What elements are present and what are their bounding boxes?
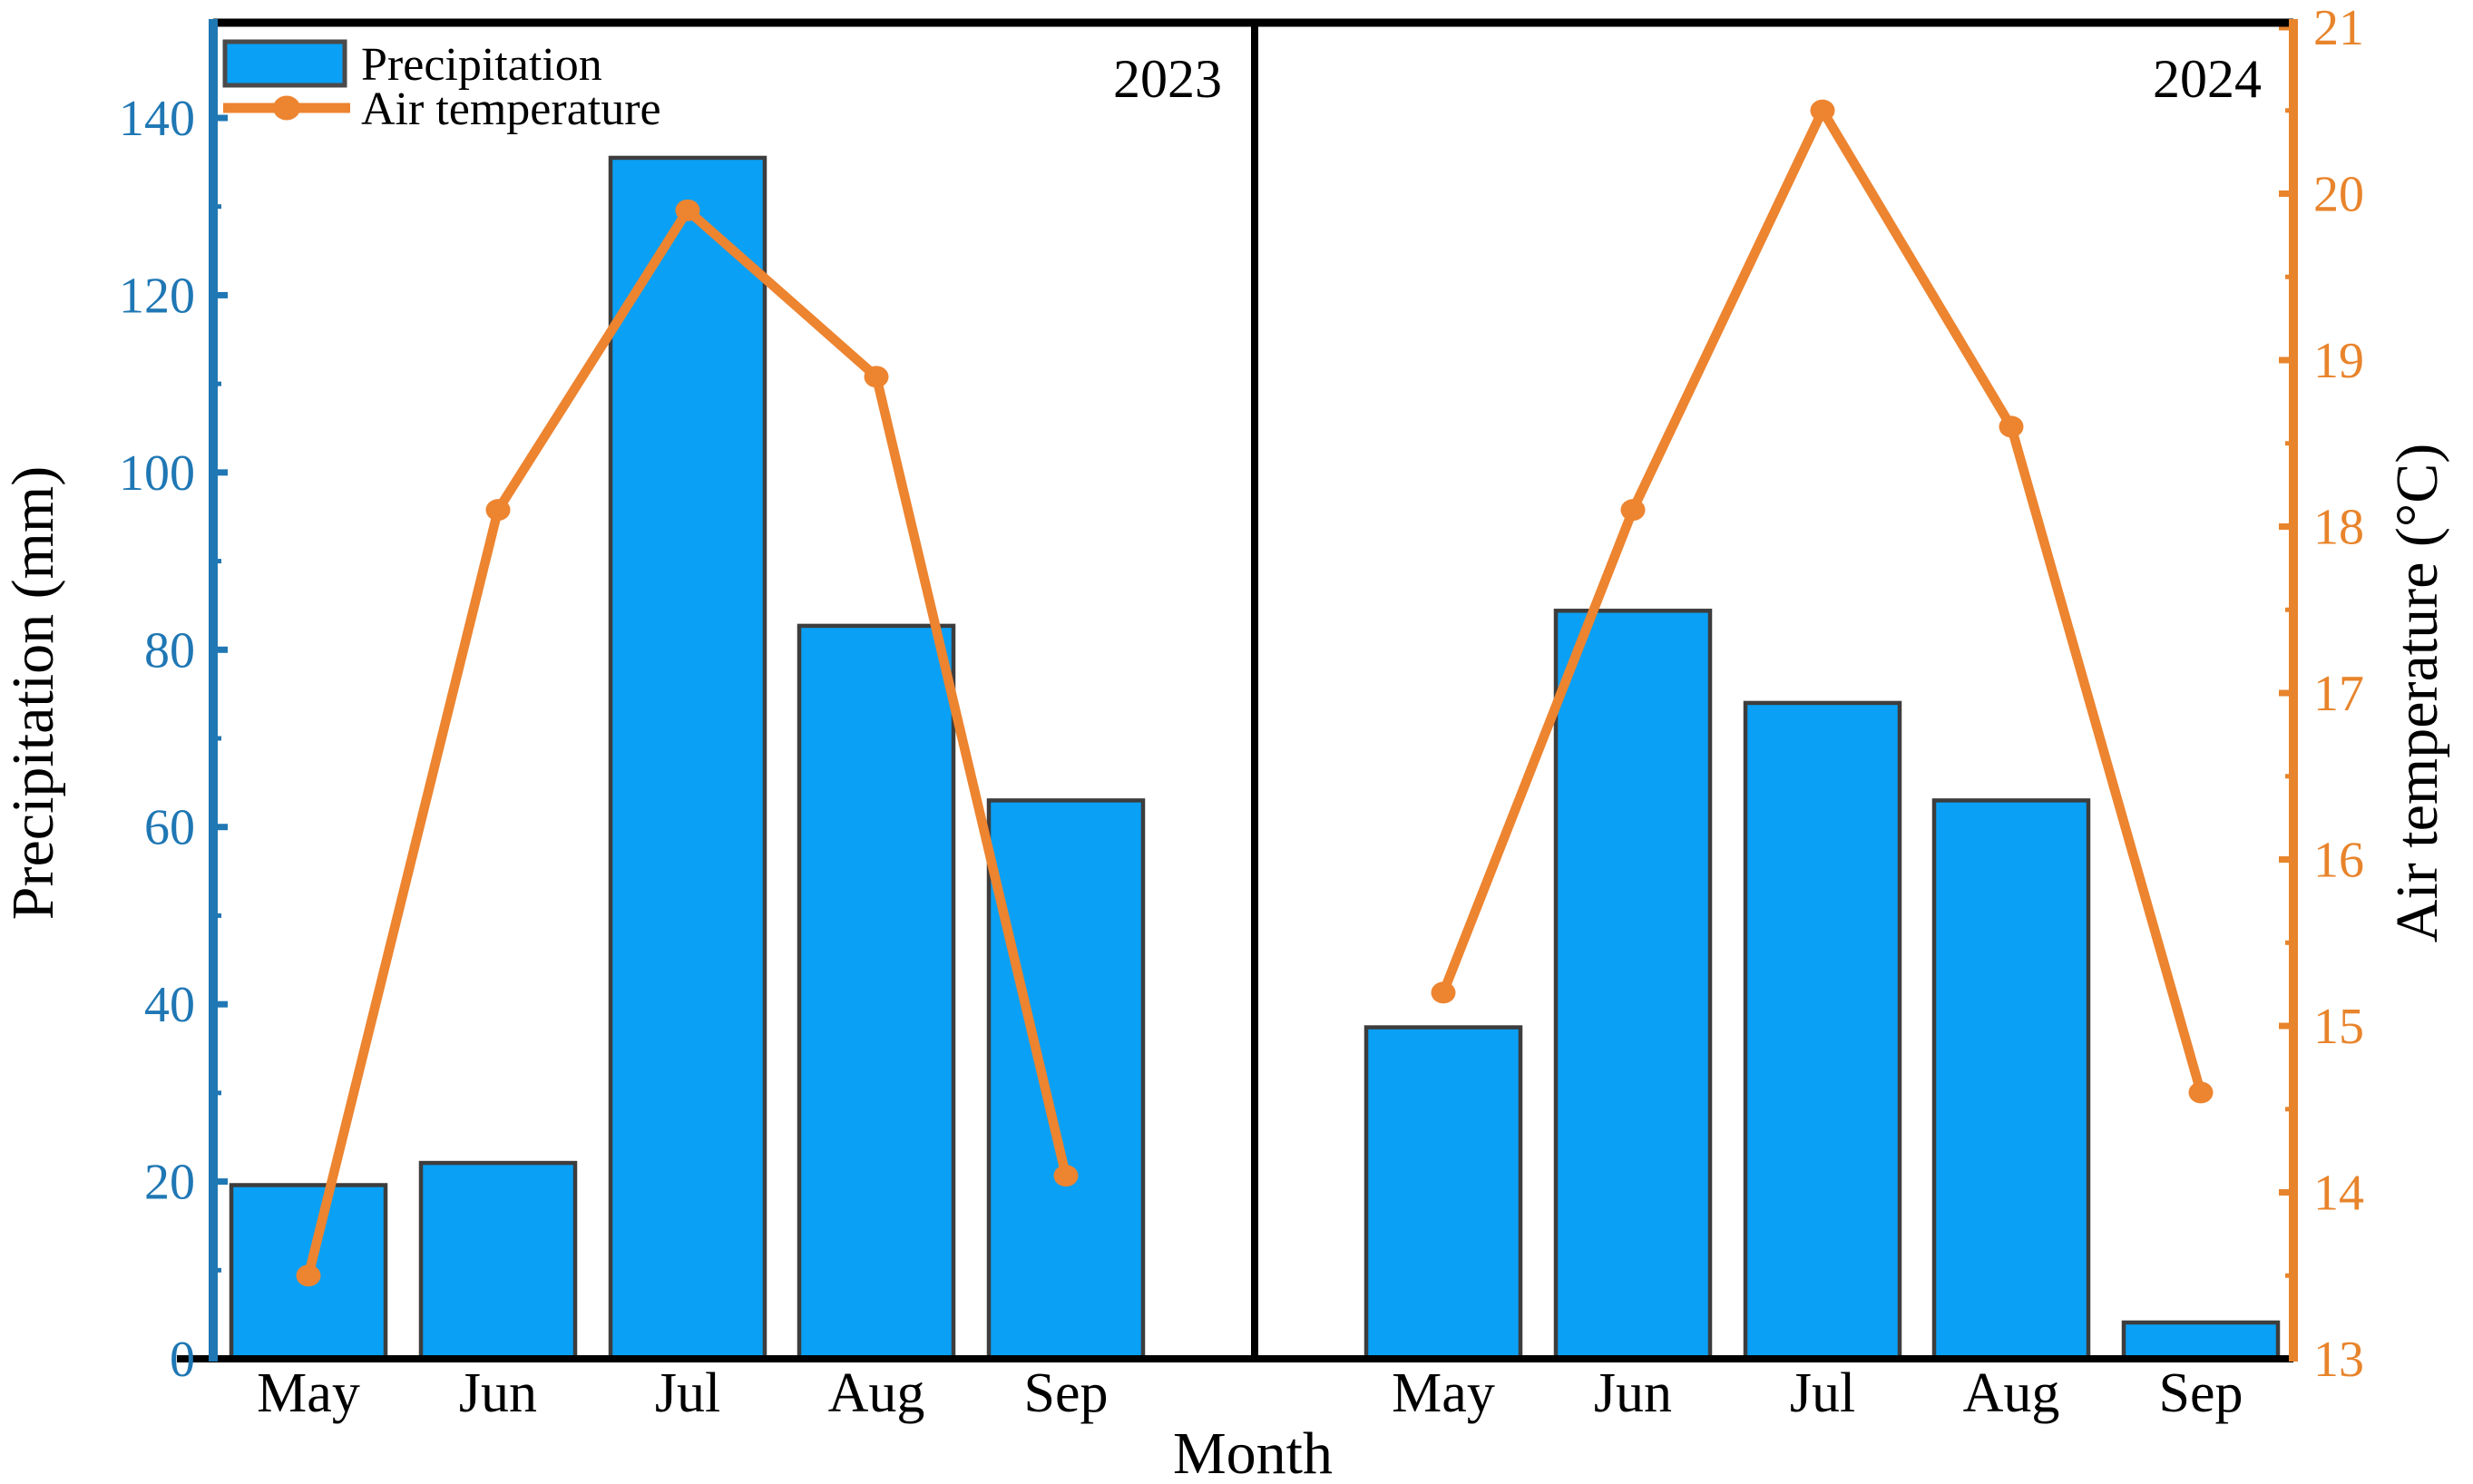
axes-spines-layer — [177, 18, 2298, 1362]
legend-precipitation-label: Precipitation — [361, 39, 602, 91]
y-right-tick-label: 18 — [2313, 500, 2364, 556]
bars-layer — [229, 155, 2281, 1362]
temperature-marker-2023-Jul — [675, 199, 700, 221]
y-left-tick-label: 60 — [144, 800, 195, 856]
y-left-tick-label: 0 — [170, 1332, 195, 1388]
x-tick-label-2023-Jun: Jun — [459, 1362, 537, 1424]
temperature-marker-2024-Aug — [1999, 415, 2024, 438]
x-tick-label-2023-Jul: Jul — [655, 1362, 720, 1424]
bar-2023-Jun — [418, 1160, 578, 1362]
legend-line-marker-icon — [273, 95, 300, 121]
y-right-tick-label: 17 — [2313, 666, 2364, 722]
bar-2024-May — [1364, 1025, 1523, 1362]
bar-2023-Sep — [986, 798, 1146, 1362]
temperature-marker-2023-Jun — [485, 499, 511, 522]
y-right-axis-title: Air temperature (°C) — [2384, 444, 2450, 943]
y-left-tick-label: 100 — [119, 445, 195, 502]
legend-bar-swatch — [222, 39, 347, 88]
y-left-tick-label: 20 — [144, 1155, 195, 1211]
x-tick-label-2023-Aug: Aug — [828, 1362, 925, 1424]
legend-air-temperature-label: Air temperature — [361, 83, 661, 135]
bar-2024-Sep — [2121, 1320, 2281, 1362]
y-right-tick-label: 14 — [2313, 1166, 2364, 1222]
y-left-tick-label: 140 — [119, 91, 195, 147]
y-right-tick-label: 13 — [2313, 1332, 2364, 1388]
temperature-marker-2024-Sep — [2188, 1081, 2214, 1104]
year-label-2023: 2023 — [1113, 49, 1222, 109]
bar-2023-Aug — [797, 623, 956, 1362]
y-right-tick-label: 16 — [2313, 833, 2364, 889]
x-tick-label-2024-Aug: Aug — [1963, 1362, 2060, 1424]
x-tick-label-2023-Sep: Sep — [1024, 1362, 1109, 1424]
bar-2024-Aug — [1931, 798, 2091, 1362]
y-left-tick-label: 120 — [119, 268, 195, 324]
x-tick-label-2023-May: May — [257, 1362, 360, 1424]
y-right-tick-label: 21 — [2313, 0, 2364, 56]
x-tick-label-2024-May: May — [1392, 1362, 1495, 1424]
temperature-marker-2023-May — [296, 1264, 321, 1287]
bar-2024-Jul — [1743, 700, 1902, 1362]
temperature-marker-2023-Aug — [864, 366, 889, 388]
bar-2024-Jun — [1553, 609, 1713, 1362]
year-label-2024: 2024 — [2153, 49, 2262, 109]
x-tick-label-2024-Jul: Jul — [1790, 1362, 1855, 1424]
y-left-tick-label: 40 — [144, 977, 195, 1033]
x-axis-title: Month — [1173, 1421, 1333, 1484]
y-right-tick-label: 19 — [2313, 333, 2364, 389]
x-tick-label-2024-Sep: Sep — [2159, 1362, 2243, 1424]
y-right-tick-label: 15 — [2313, 999, 2364, 1055]
y-right-tick-label: 20 — [2313, 167, 2364, 223]
y-left-axis-title: Precipitation (mm) — [0, 466, 66, 920]
temperature-marker-2023-Sep — [1053, 1165, 1079, 1187]
legend: Precipitation Air temperature — [222, 39, 661, 135]
x-tick-label-2024-Jun: Jun — [1594, 1362, 1672, 1424]
temperature-lines-layer — [296, 99, 2214, 1287]
temperature-marker-2024-Jul — [1810, 99, 1835, 122]
y-left-tick-label: 80 — [144, 622, 195, 679]
temperature-marker-2024-Jun — [1620, 499, 1646, 522]
temperature-marker-2024-May — [1431, 981, 1456, 1004]
tick-labels-layer: May Jun Jul Aug Sep May Jun Jul Aug Sep 0 20 40 60 80 1… — [119, 0, 2364, 1424]
bar-2023-Jul — [608, 155, 767, 1362]
